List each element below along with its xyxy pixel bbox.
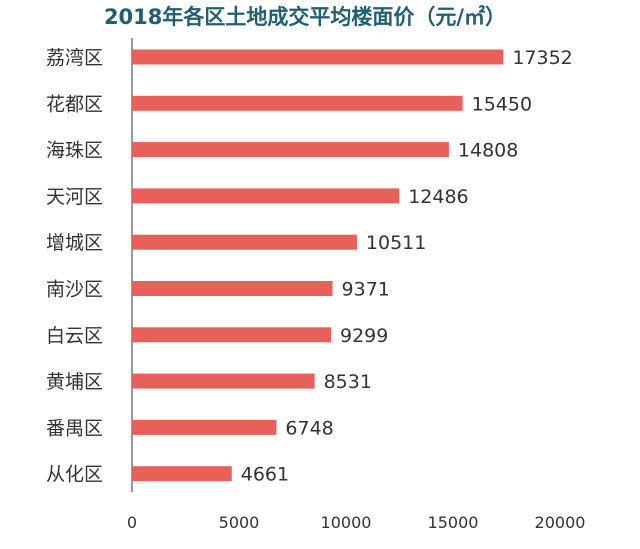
category-label: 增城区 (46, 232, 103, 254)
value-label: 4661 (241, 464, 289, 486)
bar (132, 188, 400, 204)
value-label: 8531 (324, 371, 372, 393)
x-tick-labels: 0 5000 10000 15000 20000 (127, 513, 586, 532)
category-label: 天河区 (46, 186, 103, 208)
value-labels: 17352 15450 14808 12486 10511 9371 9299 8531 674… (241, 47, 573, 486)
bar (132, 142, 449, 158)
x-tick-label: 0 (127, 513, 137, 532)
bar (132, 466, 232, 482)
category-label: 从化区 (46, 464, 103, 486)
bar (132, 49, 504, 65)
category-label: 荔湾区 (46, 47, 103, 69)
value-label: 15450 (472, 93, 532, 115)
value-label: 9371 (342, 279, 390, 301)
bar-group (132, 49, 504, 482)
value-label: 14808 (458, 140, 518, 162)
value-label: 9299 (340, 325, 388, 347)
bar (132, 373, 315, 389)
chart-title: 2018年各区土地成交平均楼面价（元/㎡） (104, 5, 506, 29)
value-label: 10511 (366, 232, 426, 254)
value-label: 17352 (512, 47, 572, 69)
category-label: 花都区 (46, 93, 103, 115)
x-tick-label: 15000 (428, 513, 479, 532)
bar (132, 327, 331, 343)
x-tick-label: 5000 (219, 513, 260, 532)
bar (132, 419, 277, 435)
category-label: 南沙区 (46, 279, 103, 301)
bar (132, 234, 357, 250)
x-tick-label: 10000 (321, 513, 372, 532)
value-label: 6748 (285, 417, 333, 439)
x-tick-label: 20000 (535, 513, 586, 532)
bar (132, 281, 333, 296)
bar (132, 95, 463, 111)
category-label: 番禺区 (46, 417, 103, 439)
category-label: 海珠区 (46, 140, 103, 162)
category-label: 白云区 (46, 325, 103, 347)
category-label: 黄埔区 (46, 371, 103, 393)
value-label: 12486 (408, 186, 468, 208)
